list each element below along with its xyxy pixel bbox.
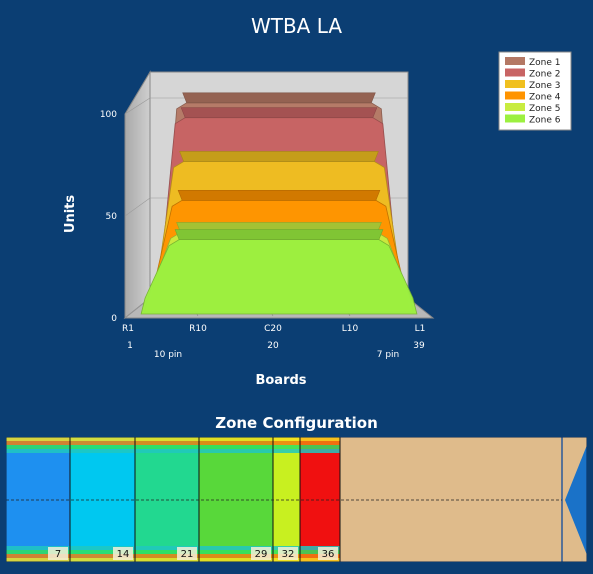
- boundary-label-bg: [113, 547, 133, 560]
- chart-left-wall: [124, 70, 151, 320]
- x-tick-label: L1: [415, 324, 426, 334]
- zone-boundary-label: 29: [255, 549, 268, 560]
- y-tick-label: 100: [100, 110, 117, 120]
- zone-boundary-label: 32: [282, 549, 295, 560]
- zone-band-6: [300, 437, 340, 562]
- x-subtick-label: 10 pin: [154, 350, 182, 360]
- boundary-label-bg: [318, 547, 338, 560]
- x-tick-label: L10: [342, 324, 359, 334]
- zone-band-3: [135, 437, 199, 562]
- zone-band-1: [6, 437, 70, 562]
- chart-title: WTBA LA: [250, 14, 343, 38]
- x-subtick-label: 20: [267, 341, 279, 351]
- y-tick-label: 0: [111, 314, 117, 324]
- zone-boundary-label: 7: [55, 549, 61, 560]
- direction-arrow-icon: [565, 445, 587, 555]
- y-axis-title: Units: [63, 195, 78, 233]
- zone-boundary-label: 14: [117, 549, 130, 560]
- zone-edge-stripe: [6, 445, 340, 449]
- boundary-label-bg: [48, 547, 68, 560]
- x-subtick-label: 39: [413, 341, 425, 351]
- zone-boundary-label: 36: [322, 549, 335, 560]
- legend-entry: Zone 5: [529, 104, 561, 114]
- legend-swatch: [505, 91, 525, 100]
- x-tick-label: R1: [122, 324, 134, 334]
- zone-edge-stripe: [6, 437, 340, 441]
- legend-entry: Zone 4: [529, 93, 561, 103]
- zone-edge-stripe: [6, 546, 340, 550]
- legend-swatch: [505, 103, 525, 111]
- zone-edge-stripe: [6, 550, 340, 554]
- boundary-label-bg: [177, 547, 197, 560]
- boundary-label-bg: [251, 547, 271, 560]
- zone-configuration-panel: 7 14 21 29 32 36: [6, 437, 587, 562]
- legend-entry: Zone 2: [529, 70, 561, 80]
- x-tick-label: R10: [189, 324, 207, 334]
- zone-configuration-title: Zone Configuration: [215, 414, 378, 432]
- legend-swatch: [505, 57, 525, 65]
- x-subtick-label: 1: [127, 341, 133, 351]
- zone-edge-stripe: [6, 441, 340, 445]
- y-gridline: [124, 97, 151, 115]
- zone-band-2: [70, 437, 135, 562]
- zone-edge-stripe: [6, 449, 340, 453]
- zone-edge-stripe: [6, 558, 340, 562]
- legend-swatch: [505, 68, 525, 77]
- legend-entry: Zone 6: [529, 116, 561, 126]
- y-tick-label: 50: [106, 212, 118, 222]
- zone-boundary-label: 21: [181, 549, 194, 560]
- legend-entry: Zone 1: [529, 58, 561, 68]
- x-axis-title: Boards: [255, 373, 306, 388]
- y-gridline: [124, 197, 151, 217]
- boundary-label-bg: [278, 547, 298, 560]
- x-tick-label: C20: [264, 324, 282, 334]
- legend-entry: Zone 3: [529, 81, 561, 91]
- zone-band-4: [199, 437, 273, 562]
- series-area-zone-6: [140, 229, 418, 315]
- legend-swatch: [505, 80, 525, 88]
- zone-edge-stripe: [6, 554, 340, 558]
- zone-band-5: [273, 437, 300, 562]
- x-subtick-label: 7 pin: [377, 350, 400, 360]
- oil-pattern-chart: 0 50 100 R1 R10 C20 L10 L1 1 10 pin 20 7 pin 39 Unit…: [63, 51, 572, 388]
- legend-swatch: [505, 114, 525, 123]
